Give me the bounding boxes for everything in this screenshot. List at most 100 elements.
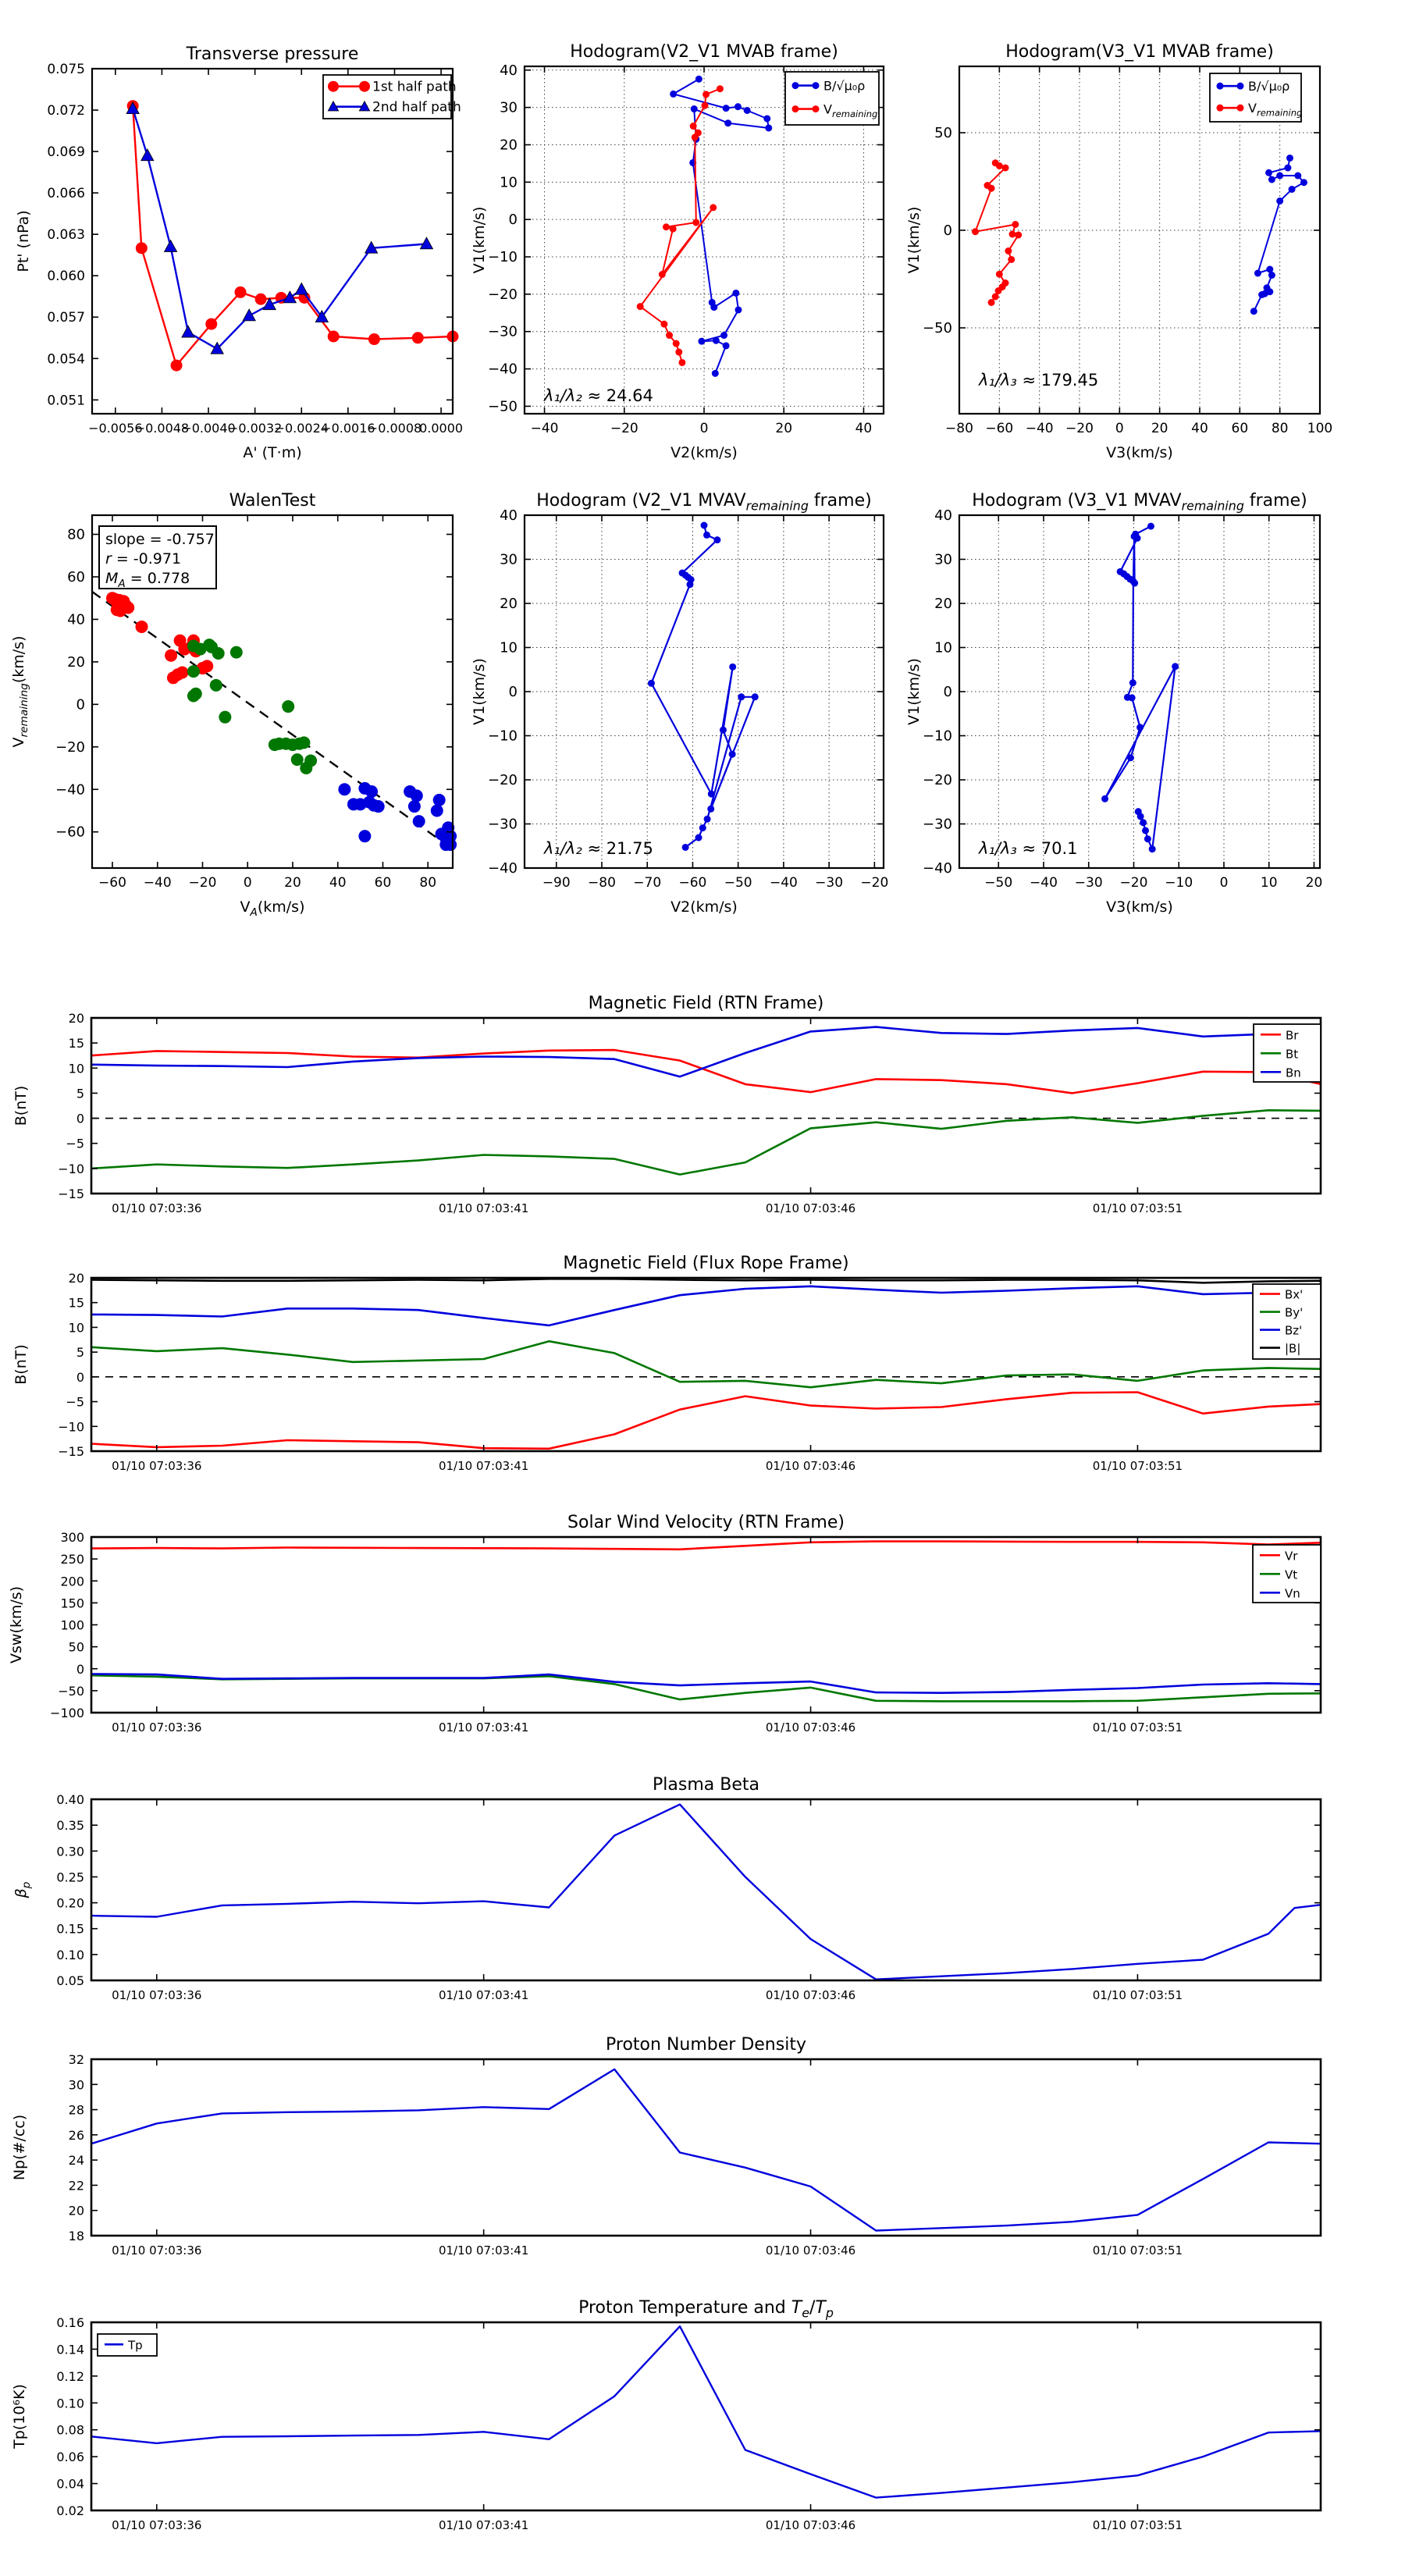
series-Bz' (91, 1285, 1321, 1327)
y-tick-label: −50 (923, 320, 952, 336)
legend-label: Bz' (1285, 1324, 1302, 1338)
series-1st half path (132, 105, 454, 367)
axes-frame (958, 65, 1321, 415)
dot-marker (282, 700, 295, 713)
dot-marker (994, 287, 1002, 294)
dot-marker (187, 665, 200, 678)
plot-proton_temp: 01/10 07:03:36 01/10 07:03:41 01/10 07:03:… (11, 2298, 1322, 2532)
y-tick-label: 5 (76, 1345, 84, 1360)
y-tick-label: 40 (500, 507, 518, 524)
y-tick-label: 10 (69, 1320, 84, 1335)
y-tick-label: 0.02 (56, 2503, 84, 2518)
dot-marker (1015, 231, 1023, 239)
x-axis-label: V2(km/s) (670, 898, 738, 916)
dot-marker (1008, 230, 1016, 238)
dot-marker (710, 304, 718, 311)
plot-title: Plasma Beta (653, 1775, 759, 1795)
x-tick-label: 40 (855, 421, 873, 436)
dot-marker (229, 646, 243, 659)
x-tick-label: −40 (531, 421, 559, 436)
plot-proton_density: 01/10 07:03:36 01/10 07:03:41 01/10 07:03:… (11, 2035, 1322, 2258)
dot-marker (695, 75, 702, 83)
y-tick-label: 30 (934, 552, 952, 568)
y-tick-label: 0.40 (56, 1792, 84, 1807)
circle-marker (254, 293, 267, 305)
y-tick-label: 60 (67, 569, 85, 585)
dot-marker (297, 736, 311, 749)
y-tick-label: 40 (67, 611, 85, 628)
plot-title: Proton Temperature and Te/Tp (578, 2298, 834, 2321)
y-tick-label: 0.054 (47, 351, 85, 367)
y-tick-label: 0.10 (56, 2396, 84, 2411)
x-tick-label: 01/10 07:03:36 (112, 1201, 201, 1215)
x-tick-label: −70 (633, 875, 661, 891)
dot-marker (716, 85, 724, 93)
x-tick-label: −60 (678, 875, 706, 891)
y-axis-label: V1(km/s) (471, 658, 488, 725)
x-tick-label: 0.0000 (419, 421, 463, 436)
dot-marker (729, 663, 737, 671)
x-tick-label: 01/10 07:03:51 (1093, 1720, 1183, 1735)
dot-marker (735, 306, 742, 314)
y-tick-label: 0.35 (56, 1818, 84, 1833)
dot-marker (681, 843, 689, 851)
x-tick-label: −90 (542, 875, 571, 891)
x-tick-label: −0.0056 (88, 421, 142, 436)
dot-marker (987, 184, 995, 192)
y-tick-label: 0.060 (47, 269, 85, 284)
x-tick-label: 01/10 07:03:51 (1093, 1201, 1183, 1215)
y-tick-label: 28 (69, 2103, 84, 2118)
y-tick-label: 0.15 (56, 1922, 84, 1937)
y-tick-label: −20 (55, 739, 85, 756)
y-tick-label: −15 (58, 1444, 84, 1459)
x-tick-label: −0.0032 (228, 421, 282, 436)
y-tick-label: 30 (69, 2077, 84, 2092)
plot-hodogram_v3v1_mvav: −50 −40 −30 −20 −10 0 10 20 −40 −30 −20 −10 0 10 20 30 4… (905, 491, 1322, 916)
dot-marker (812, 82, 820, 90)
y-tick-label: −5 (66, 1395, 84, 1410)
plot-title: Hodogram (V2_V1 MVAVremaining frame) (536, 491, 871, 514)
legend-label: Br (1286, 1028, 1299, 1042)
y-tick-label: 0.08 (56, 2423, 84, 2438)
dot-marker (365, 785, 379, 798)
y-tick-label: 22 (69, 2178, 84, 2193)
plot-walen_test: −60 −40 −20 0 20 40 60 80 −60 −40 −20 0 20 40 60 80 Wale… (10, 491, 457, 919)
dot-marker (702, 91, 710, 98)
y-tick-label: 0.06 (56, 2450, 84, 2464)
plot-title: Magnetic Field (Flux Rope Frame) (563, 1254, 848, 1273)
legend-label: Bt (1286, 1047, 1298, 1061)
axes-frame (90, 1535, 1322, 1714)
triangle-marker (315, 309, 329, 323)
dot-marker (719, 726, 727, 734)
legend-label: B/√μ₀ρ (1248, 79, 1289, 94)
y-tick-label: −10 (58, 1419, 84, 1434)
dot-marker (732, 289, 740, 297)
y-tick-label: 0.072 (47, 103, 85, 119)
lambda-annotation: λ₁/λ₃ ≈ 70.1 (978, 839, 1078, 858)
series-By' (91, 1340, 1321, 1389)
y-tick-label: 200 (60, 1574, 84, 1589)
dot-marker (812, 105, 820, 113)
x-tick-label: −0.0008 (368, 421, 422, 436)
plot-vsw_rtn: 01/10 07:03:36 01/10 07:03:41 01/10 07:03:… (8, 1513, 1322, 1735)
y-tick-label: 0.10 (56, 1948, 84, 1962)
dot-marker (662, 223, 670, 231)
y-axis-label: Tp(10⁶K) (11, 2384, 28, 2450)
series-Vr (91, 1540, 1321, 1551)
triangle-marker (364, 240, 379, 254)
y-tick-label: 20 (69, 1271, 84, 1286)
dot-marker (647, 679, 655, 687)
dot-marker (1126, 754, 1134, 762)
circle-marker (298, 291, 311, 304)
dot-marker (724, 119, 732, 127)
dot-marker (700, 521, 708, 529)
series-Tp (91, 2325, 1321, 2499)
series-Np (91, 2068, 1321, 2232)
y-tick-label: 0 (509, 684, 518, 700)
dot-marker (1284, 164, 1292, 172)
axes-frame (90, 1798, 1322, 1982)
dot-marker (1216, 104, 1224, 112)
dot-marker (1276, 197, 1284, 205)
legend-label: Bx' (1285, 1288, 1303, 1302)
dot-marker (1142, 827, 1150, 834)
